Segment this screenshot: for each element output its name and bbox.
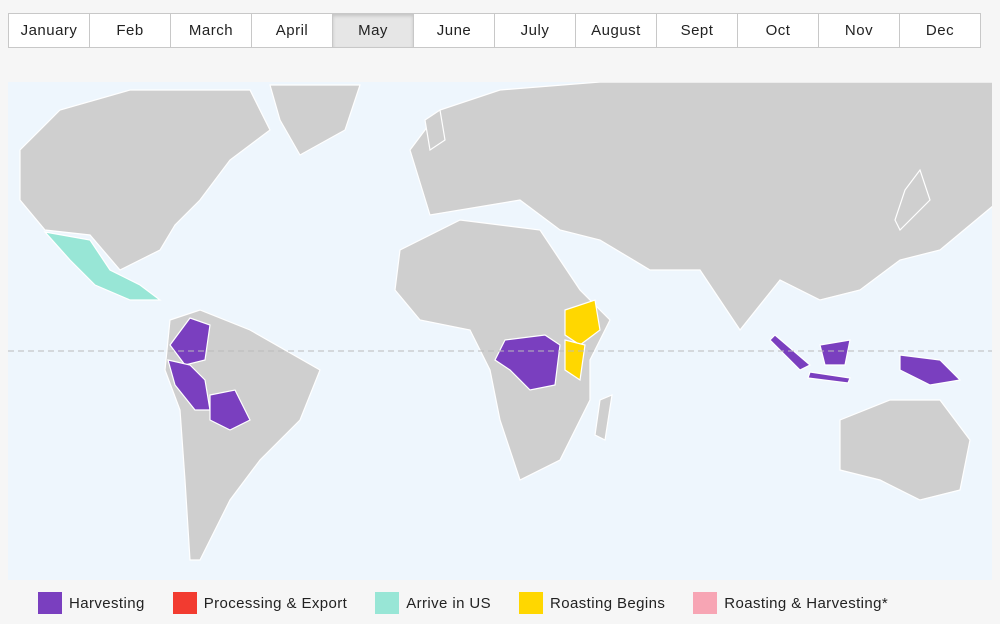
legend-label: Harvesting — [69, 594, 145, 612]
ethiopia — [564, 299, 601, 346]
legend-swatch — [693, 592, 718, 614]
new-guinea — [899, 354, 962, 386]
legend-item: Processing & Export — [172, 592, 348, 614]
legend-item: Harvesting — [38, 592, 145, 614]
colombia — [169, 317, 211, 366]
madagascar — [594, 394, 613, 441]
legend-label: Arrive in US — [406, 594, 492, 612]
month-tab[interactable]: Nov — [818, 13, 900, 48]
greenland — [269, 84, 361, 156]
legend-label: Roasting & Harvesting* — [724, 594, 889, 612]
month-tab[interactable]: Sept — [656, 13, 738, 48]
eurasia — [409, 82, 992, 332]
month-tabs: January Feb March April May June July August Sep… — [8, 13, 981, 48]
legend-item: Roasting Begins — [519, 592, 665, 614]
north-america — [19, 89, 271, 271]
month-tab[interactable]: April — [251, 13, 333, 48]
japan — [894, 168, 931, 232]
month-tab[interactable]: May — [332, 13, 414, 48]
legend-swatch — [519, 592, 544, 614]
legend-label: Processing & Export — [203, 594, 348, 612]
world-map — [8, 82, 992, 580]
legend-item: Roasting & Harvesting* — [693, 592, 888, 614]
borneo — [819, 339, 851, 366]
australia — [839, 399, 971, 501]
month-tab[interactable]: August — [575, 13, 657, 48]
legend-swatch — [172, 592, 197, 614]
month-tab[interactable]: June — [413, 13, 495, 48]
kenya — [564, 339, 586, 382]
legend-swatch — [375, 592, 400, 614]
java — [807, 371, 851, 384]
month-tab[interactable]: Dec — [899, 13, 981, 48]
congo — [494, 334, 561, 391]
uk — [424, 108, 446, 152]
mexico — [43, 231, 162, 301]
month-tab[interactable]: Oct — [737, 13, 819, 48]
month-tab[interactable]: Feb — [89, 13, 171, 48]
month-tab[interactable]: July — [494, 13, 576, 48]
bolivia — [209, 389, 251, 431]
legend-label: Roasting Begins — [550, 594, 666, 612]
south-america — [164, 309, 321, 561]
legend-swatch — [38, 592, 62, 614]
month-tab[interactable]: March — [170, 13, 252, 48]
legend: Harvesting Processing & Export Arrive in U… — [38, 592, 916, 614]
month-tab[interactable]: January — [8, 13, 90, 48]
legend-item: Arrive in US — [375, 592, 491, 614]
sumatra — [769, 334, 812, 371]
